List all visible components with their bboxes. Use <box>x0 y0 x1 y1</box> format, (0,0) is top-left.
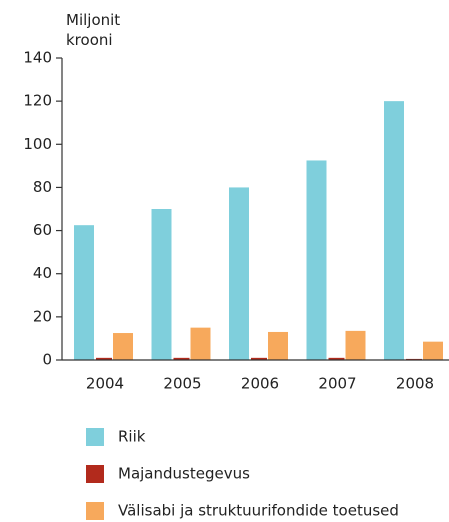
x-tick-label: 2004 <box>86 375 124 393</box>
y-tick-label: 120 <box>23 92 52 110</box>
y-tick-label: 100 <box>23 135 52 153</box>
legend-label: Riik <box>118 428 146 446</box>
y-tick-label: 20 <box>33 307 52 325</box>
bar <box>74 225 94 360</box>
bar <box>423 341 443 360</box>
legend-swatch <box>86 502 104 520</box>
y-tick-label: 80 <box>33 178 52 196</box>
bar <box>384 101 404 361</box>
bar <box>345 330 366 360</box>
x-tick-label: 2008 <box>396 375 434 393</box>
y-axis-label: Miljonit krooni <box>66 11 120 49</box>
y-tick-label: 140 <box>23 49 52 67</box>
bar <box>229 187 249 360</box>
bar <box>173 357 190 360</box>
x-tick-label: 2005 <box>163 375 201 393</box>
y-tick-label: 40 <box>33 264 52 282</box>
bar <box>151 209 172 360</box>
bar <box>190 327 211 360</box>
legend-swatch <box>86 428 104 446</box>
bar <box>96 357 112 360</box>
x-tick-label: 2007 <box>318 375 356 393</box>
y-tick-label: 60 <box>33 221 52 239</box>
bar <box>113 333 133 360</box>
legend-label: Majandustegevus <box>118 465 250 483</box>
x-tick-label: 2006 <box>241 375 279 393</box>
y-tick-label: 0 <box>42 351 52 369</box>
bar <box>306 160 327 360</box>
bar <box>251 357 267 360</box>
bar <box>268 331 288 360</box>
legend-swatch <box>86 465 104 483</box>
bar <box>328 357 345 360</box>
legend-label: Välisabi ja struktuurifondide toetused <box>118 502 399 520</box>
